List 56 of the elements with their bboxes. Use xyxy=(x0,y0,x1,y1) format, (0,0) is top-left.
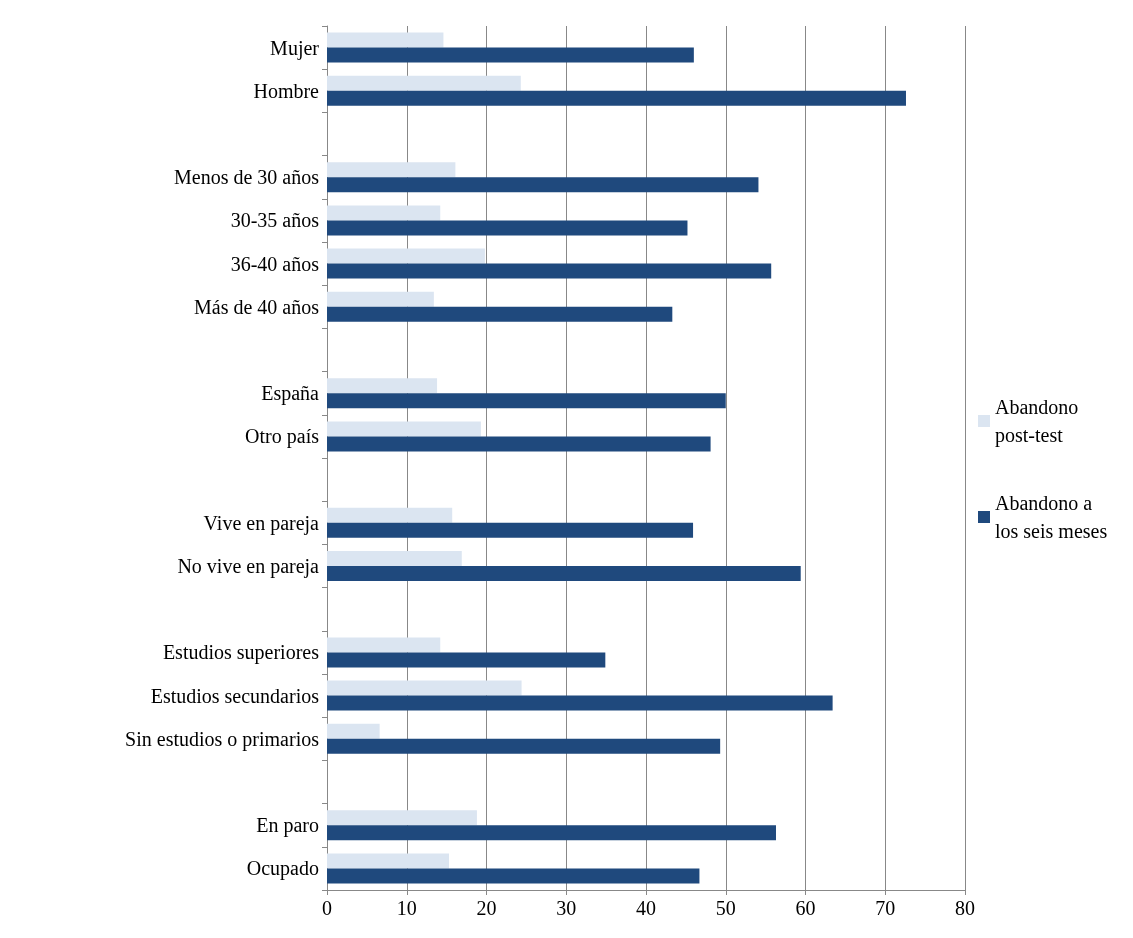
y-tick-label: Mujer xyxy=(270,36,320,60)
x-tick-label: 20 xyxy=(476,897,497,919)
bar xyxy=(327,393,726,409)
bar xyxy=(327,205,441,221)
bar xyxy=(327,47,694,63)
y-tick-label: Ocupado xyxy=(246,857,319,881)
bar xyxy=(327,810,477,826)
bar xyxy=(327,306,673,322)
bar xyxy=(327,421,481,437)
y-tick-label: Otro país xyxy=(245,425,320,449)
y-tick-label: Sin estudios o primarios xyxy=(125,727,320,751)
legend-label: Abandono post-test xyxy=(995,396,1084,447)
y-tick-label: España xyxy=(261,382,320,406)
x-tick-label: 50 xyxy=(715,897,736,919)
bar xyxy=(327,695,833,711)
bar xyxy=(327,522,694,538)
bar xyxy=(327,868,700,884)
bar xyxy=(327,162,456,178)
y-tick-label: Vive en pareja xyxy=(203,511,320,535)
x-tick-label: 80 xyxy=(955,897,975,919)
bar xyxy=(327,75,521,91)
bar xyxy=(327,220,688,236)
legend-label: Abandono a los seis meses xyxy=(995,492,1108,542)
bar xyxy=(327,90,906,106)
x-tick-label: 40 xyxy=(636,897,656,919)
bar xyxy=(327,738,721,754)
y-tick-label: 30-35 años xyxy=(230,209,320,232)
x-tick-label: 30 xyxy=(556,897,577,919)
bar xyxy=(327,177,759,193)
bar xyxy=(327,637,441,653)
y-tick-label: Más de 40 años xyxy=(194,295,320,318)
y-tick-label: Hombre xyxy=(253,79,320,102)
bar xyxy=(327,291,434,307)
bar xyxy=(327,378,438,394)
bar xyxy=(327,263,772,279)
bar xyxy=(327,248,485,264)
y-tick-label: Estudios secundarios xyxy=(150,684,320,707)
bar xyxy=(327,723,380,739)
y-tick-label: No vive en pareja xyxy=(177,555,320,578)
x-tick-label: 60 xyxy=(795,897,816,919)
y-tick-label: Menos de 30 años xyxy=(174,166,320,189)
bar xyxy=(327,652,606,668)
bar xyxy=(327,32,444,48)
y-tick-label: Estudios superiores xyxy=(162,641,320,665)
bar xyxy=(327,507,453,523)
bar xyxy=(327,551,462,566)
x-tick-label: 70 xyxy=(875,897,896,919)
bar xyxy=(327,680,522,696)
x-tick-label: 0 xyxy=(322,897,332,919)
x-tick-label: 10 xyxy=(396,897,417,919)
bar xyxy=(327,825,776,841)
bar xyxy=(327,853,450,869)
y-tick-label: 36-40 años xyxy=(230,252,320,275)
bar xyxy=(327,436,711,452)
bar xyxy=(327,566,801,581)
y-tick-label: En paro xyxy=(256,814,319,838)
